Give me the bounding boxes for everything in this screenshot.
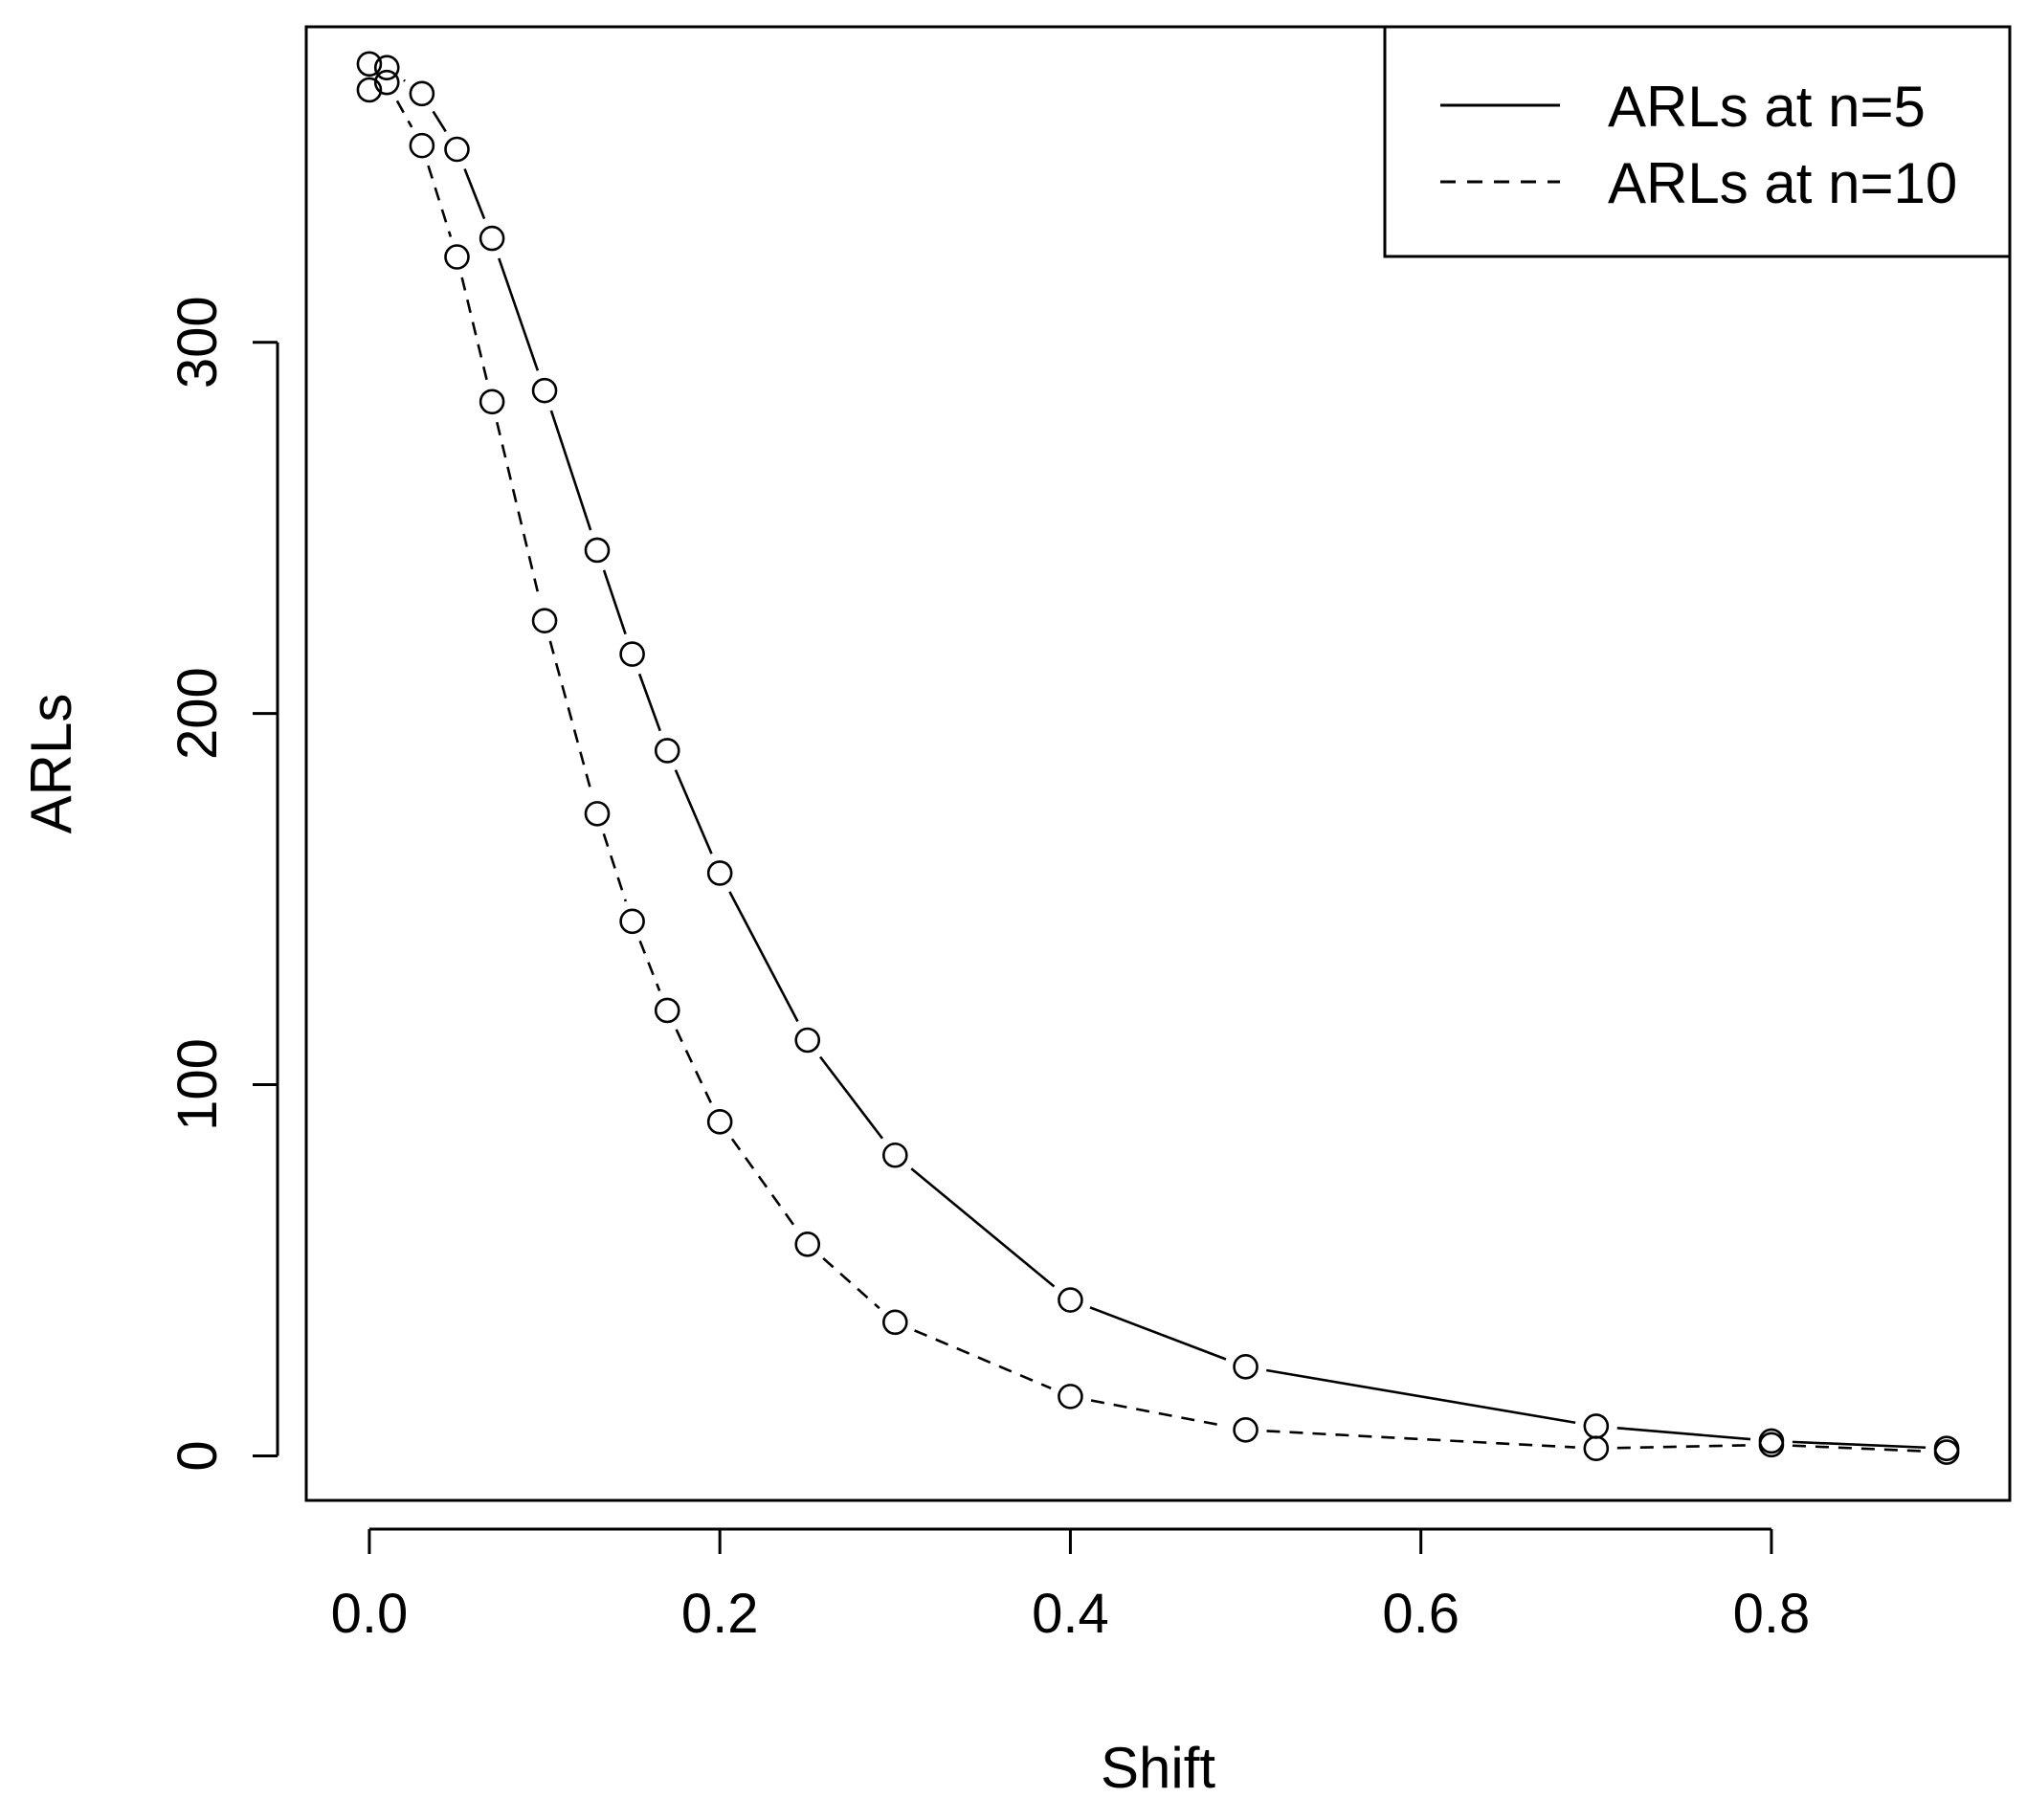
series-1-point xyxy=(531,377,558,404)
series-2-segment xyxy=(495,421,542,601)
series-1-point xyxy=(1583,1413,1610,1439)
series-2-point xyxy=(619,908,645,935)
series-1-point xyxy=(1233,1354,1259,1380)
series-2-point xyxy=(1758,1432,1785,1458)
x-axis: 0.0 0.2 0.4 0.6 0.8 xyxy=(331,1527,1811,1645)
series-2-segment xyxy=(730,1138,797,1229)
series-1-segment xyxy=(910,1167,1056,1288)
series-1-segment xyxy=(549,410,592,531)
x-tick-label: 0.6 xyxy=(1382,1583,1459,1645)
series-2-point xyxy=(479,388,505,415)
series-1-point xyxy=(373,55,400,80)
series-2-segment xyxy=(427,165,453,237)
series-1-segment xyxy=(1792,1440,1927,1450)
series-2-point xyxy=(1058,1384,1083,1409)
series-2 xyxy=(356,69,1960,1465)
series-2-segment xyxy=(914,1329,1052,1390)
series-1-point xyxy=(479,225,505,252)
series-2-segment xyxy=(822,1256,880,1310)
series-1-point xyxy=(584,537,611,564)
legend: ARLs at n=5 ARLs at n=10 xyxy=(1383,25,2012,258)
y-tick-label: 200 xyxy=(167,667,229,760)
series-1-segment xyxy=(1089,1306,1227,1361)
legend-box xyxy=(1383,25,2012,258)
series-1-segment xyxy=(602,569,627,635)
series-2-point xyxy=(1233,1416,1259,1443)
series-2-point xyxy=(409,132,435,159)
x-tick-label: 0.0 xyxy=(331,1583,409,1645)
series-1-point xyxy=(794,1027,821,1054)
series-2-point xyxy=(531,608,558,633)
x-tick-label: 0.2 xyxy=(681,1583,759,1645)
series-2-segment xyxy=(548,640,593,794)
series-2-point xyxy=(1583,1435,1610,1461)
series-2-point xyxy=(706,1109,733,1135)
x-tick-label: 0.4 xyxy=(1032,1583,1109,1645)
series-2-point xyxy=(444,244,470,270)
series-1-segment xyxy=(637,673,661,732)
series-2-segment xyxy=(460,277,489,382)
series-1-segment xyxy=(1616,1426,1751,1441)
series-2-point xyxy=(356,77,383,103)
series-2-point xyxy=(1933,1439,1960,1465)
y-tick-label: 0 xyxy=(167,1440,229,1471)
series-2-point xyxy=(882,1309,908,1336)
series-1-point xyxy=(654,738,680,764)
plot-frame xyxy=(304,25,2012,1502)
series-1-segment xyxy=(674,769,713,855)
y-axis-title: ARLs xyxy=(19,694,83,834)
series-2-segment xyxy=(602,832,628,902)
series-1-segment xyxy=(432,110,447,133)
series-2-segment xyxy=(1616,1443,1750,1450)
series-1-segment xyxy=(463,168,486,220)
y-tick-label: 100 xyxy=(167,1038,229,1131)
series-1-segment xyxy=(403,78,406,82)
series-2-point xyxy=(584,801,611,827)
series-1-segment xyxy=(819,1055,884,1140)
series-2-point xyxy=(373,69,400,96)
x-axis-title: Shift xyxy=(1101,1736,1215,1800)
series-1-point xyxy=(444,136,470,163)
series-2-segment xyxy=(395,100,413,128)
series-1-point xyxy=(356,51,383,78)
series-1-point xyxy=(409,80,435,107)
series-1-point xyxy=(882,1142,908,1168)
series-1-point xyxy=(1058,1287,1083,1313)
series-2-segment xyxy=(1266,1430,1575,1449)
series-2-segment xyxy=(1090,1399,1226,1428)
legend-label-n5: ARLs at n=5 xyxy=(1608,75,1926,139)
series-1-segment xyxy=(498,257,540,371)
series-2-point xyxy=(794,1232,821,1257)
series-1-segment xyxy=(728,891,799,1023)
series-1-point xyxy=(706,860,733,886)
legend-label-n10: ARLs at n=10 xyxy=(1608,151,1957,215)
series-2-segment xyxy=(638,940,661,991)
x-tick-label: 0.8 xyxy=(1733,1583,1811,1645)
series-1 xyxy=(356,51,1960,1461)
y-axis: 0 100 200 300 xyxy=(167,296,279,1472)
y-tick-label: 300 xyxy=(167,296,229,388)
series-layer xyxy=(356,51,1960,1465)
series-2-segment xyxy=(675,1029,712,1103)
series-1-point xyxy=(619,641,645,667)
series-2-point xyxy=(654,997,680,1024)
series-1-segment xyxy=(1266,1368,1576,1425)
